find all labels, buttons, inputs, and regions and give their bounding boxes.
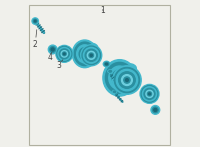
Circle shape xyxy=(85,49,97,61)
Ellipse shape xyxy=(77,45,93,63)
Circle shape xyxy=(89,53,94,58)
Circle shape xyxy=(82,46,100,65)
Circle shape xyxy=(154,108,157,111)
Circle shape xyxy=(116,69,138,91)
Ellipse shape xyxy=(103,60,136,96)
Ellipse shape xyxy=(74,42,95,66)
Circle shape xyxy=(149,93,150,95)
Ellipse shape xyxy=(115,73,124,83)
Circle shape xyxy=(48,45,57,54)
Circle shape xyxy=(32,18,38,24)
Circle shape xyxy=(142,87,157,101)
Ellipse shape xyxy=(103,61,110,67)
Circle shape xyxy=(63,53,65,55)
Circle shape xyxy=(144,88,155,99)
Ellipse shape xyxy=(109,71,112,72)
Ellipse shape xyxy=(105,63,108,65)
Ellipse shape xyxy=(109,66,131,90)
Circle shape xyxy=(113,66,141,94)
Ellipse shape xyxy=(79,48,90,60)
Ellipse shape xyxy=(112,70,127,86)
Circle shape xyxy=(51,48,54,51)
Ellipse shape xyxy=(113,91,116,92)
Circle shape xyxy=(124,77,130,83)
Circle shape xyxy=(126,79,128,81)
Ellipse shape xyxy=(107,85,115,91)
Circle shape xyxy=(151,106,160,114)
Text: 2: 2 xyxy=(33,40,38,49)
Circle shape xyxy=(61,51,68,57)
Ellipse shape xyxy=(126,64,136,71)
Circle shape xyxy=(81,45,102,66)
Circle shape xyxy=(62,52,66,56)
Ellipse shape xyxy=(76,59,82,63)
Circle shape xyxy=(146,90,153,97)
Circle shape xyxy=(140,84,159,103)
Circle shape xyxy=(122,75,132,85)
Ellipse shape xyxy=(89,44,98,50)
Circle shape xyxy=(56,45,73,62)
Ellipse shape xyxy=(108,70,113,73)
Circle shape xyxy=(34,20,36,22)
Ellipse shape xyxy=(113,90,117,93)
Circle shape xyxy=(50,47,56,52)
Circle shape xyxy=(90,54,92,56)
Circle shape xyxy=(141,86,158,102)
Circle shape xyxy=(152,107,158,113)
Text: 3: 3 xyxy=(56,61,61,70)
Circle shape xyxy=(147,92,152,96)
Circle shape xyxy=(57,46,72,61)
Circle shape xyxy=(59,49,69,59)
Circle shape xyxy=(119,72,135,88)
Ellipse shape xyxy=(104,62,109,66)
Circle shape xyxy=(83,47,99,63)
Circle shape xyxy=(58,47,71,60)
Ellipse shape xyxy=(72,40,97,68)
Text: 1: 1 xyxy=(101,6,105,15)
Ellipse shape xyxy=(81,50,88,58)
Ellipse shape xyxy=(105,62,134,93)
Circle shape xyxy=(87,51,95,59)
Circle shape xyxy=(114,67,139,93)
Text: 4: 4 xyxy=(47,53,52,62)
Circle shape xyxy=(33,19,37,23)
